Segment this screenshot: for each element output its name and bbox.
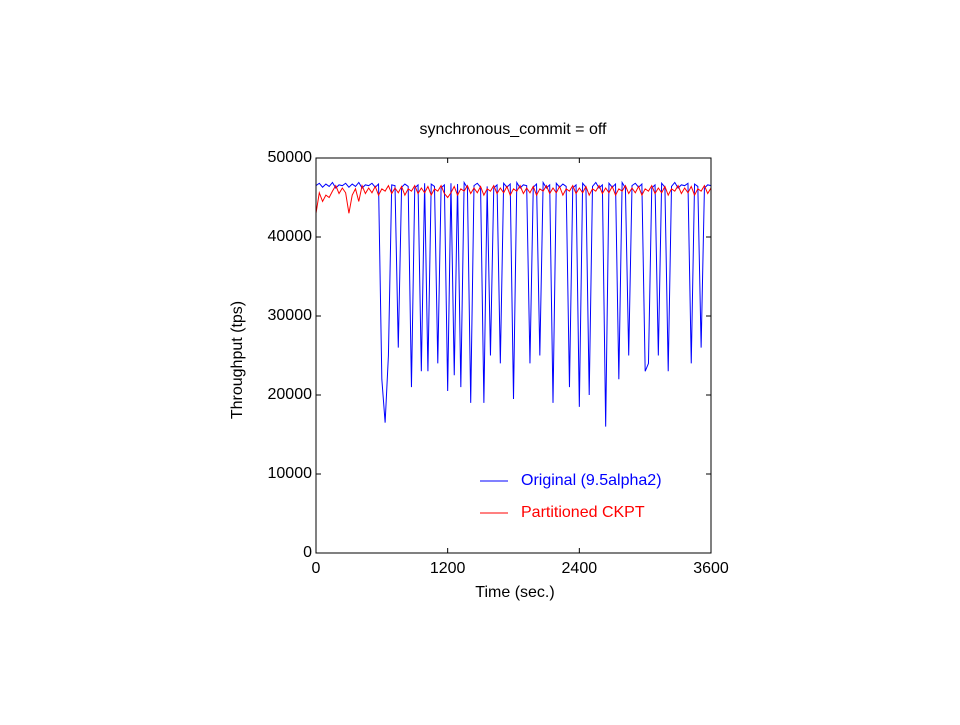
- legend-label: Partitioned CKPT: [521, 504, 645, 521]
- legend-label: Original (9.5alpha2): [521, 472, 662, 489]
- x-tick-label: 1200: [430, 560, 466, 577]
- series-line: [315, 180, 712, 427]
- y-tick-label: 30000: [268, 307, 313, 324]
- x-axis-label: Time (sec.): [475, 584, 554, 601]
- y-tick-label: 10000: [268, 465, 313, 482]
- y-tick-label: 50000: [268, 149, 313, 166]
- chart-title: synchronous_commit = off: [420, 121, 607, 138]
- x-tick-label: 3600: [693, 560, 729, 577]
- series-line: [315, 183, 712, 214]
- x-tick-label: 2400: [562, 560, 598, 577]
- y-axis-label: Throughput (tps): [229, 301, 246, 419]
- plot-frame: [315, 157, 712, 554]
- x-tick-label: 0: [312, 560, 321, 577]
- y-tick-label: 0: [303, 544, 312, 561]
- y-tick-label: 40000: [268, 228, 313, 245]
- y-tick-label: 20000: [268, 386, 313, 403]
